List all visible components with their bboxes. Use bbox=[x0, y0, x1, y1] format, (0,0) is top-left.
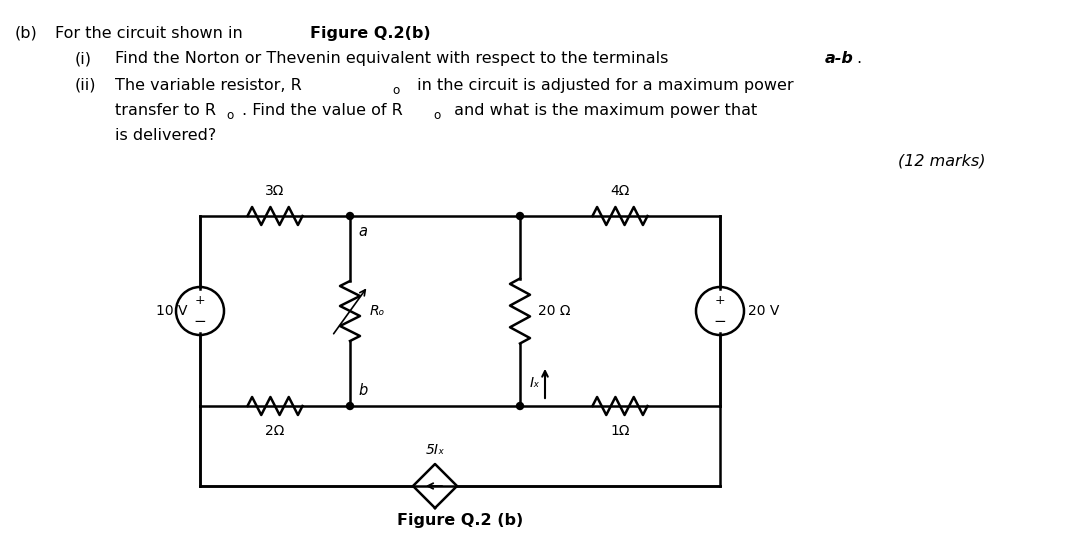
Text: and what is the maximum power that: and what is the maximum power that bbox=[449, 103, 757, 118]
Text: 20 Ω: 20 Ω bbox=[538, 304, 570, 318]
Text: Rₒ: Rₒ bbox=[370, 304, 386, 318]
Text: −: − bbox=[714, 313, 727, 329]
Circle shape bbox=[347, 212, 353, 219]
Text: 4Ω: 4Ω bbox=[610, 184, 630, 198]
Text: (ii): (ii) bbox=[75, 78, 96, 93]
Text: 5Iₓ: 5Iₓ bbox=[426, 443, 445, 457]
Text: a: a bbox=[357, 224, 367, 239]
Text: Iₓ: Iₓ bbox=[530, 376, 540, 390]
Text: 20 V: 20 V bbox=[748, 304, 780, 318]
Text: a-b: a-b bbox=[825, 51, 854, 66]
Text: (b): (b) bbox=[15, 26, 38, 41]
Text: .: . bbox=[856, 51, 861, 66]
Text: o: o bbox=[392, 84, 400, 97]
Circle shape bbox=[516, 212, 524, 219]
Text: is delivered?: is delivered? bbox=[114, 128, 216, 143]
Text: Figure Q.2(b): Figure Q.2(b) bbox=[310, 26, 431, 41]
Text: 10 V: 10 V bbox=[157, 304, 188, 318]
Text: For the circuit shown in: For the circuit shown in bbox=[55, 26, 248, 41]
Text: transfer to R: transfer to R bbox=[114, 103, 216, 118]
Text: +: + bbox=[715, 294, 726, 307]
Text: 3Ω: 3Ω bbox=[266, 184, 285, 198]
Text: 2Ω: 2Ω bbox=[266, 424, 285, 438]
Text: b: b bbox=[357, 383, 367, 398]
Text: o: o bbox=[433, 109, 441, 122]
Text: o: o bbox=[226, 109, 233, 122]
Circle shape bbox=[347, 402, 353, 410]
Text: in the circuit is adjusted for a maximum power: in the circuit is adjusted for a maximum… bbox=[411, 78, 794, 93]
Text: (12 marks): (12 marks) bbox=[897, 154, 985, 169]
Text: 1Ω: 1Ω bbox=[610, 424, 630, 438]
Text: Find the Norton or Thevenin equivalent with respect to the terminals: Find the Norton or Thevenin equivalent w… bbox=[114, 51, 674, 66]
Text: . Find the value of R: . Find the value of R bbox=[242, 103, 403, 118]
Text: The variable resistor, R: The variable resistor, R bbox=[114, 78, 301, 93]
Text: +: + bbox=[194, 294, 205, 307]
Text: −: − bbox=[193, 313, 206, 329]
Circle shape bbox=[516, 402, 524, 410]
Text: (i): (i) bbox=[75, 51, 92, 66]
Text: Figure Q.2 (b): Figure Q.2 (b) bbox=[396, 513, 523, 528]
